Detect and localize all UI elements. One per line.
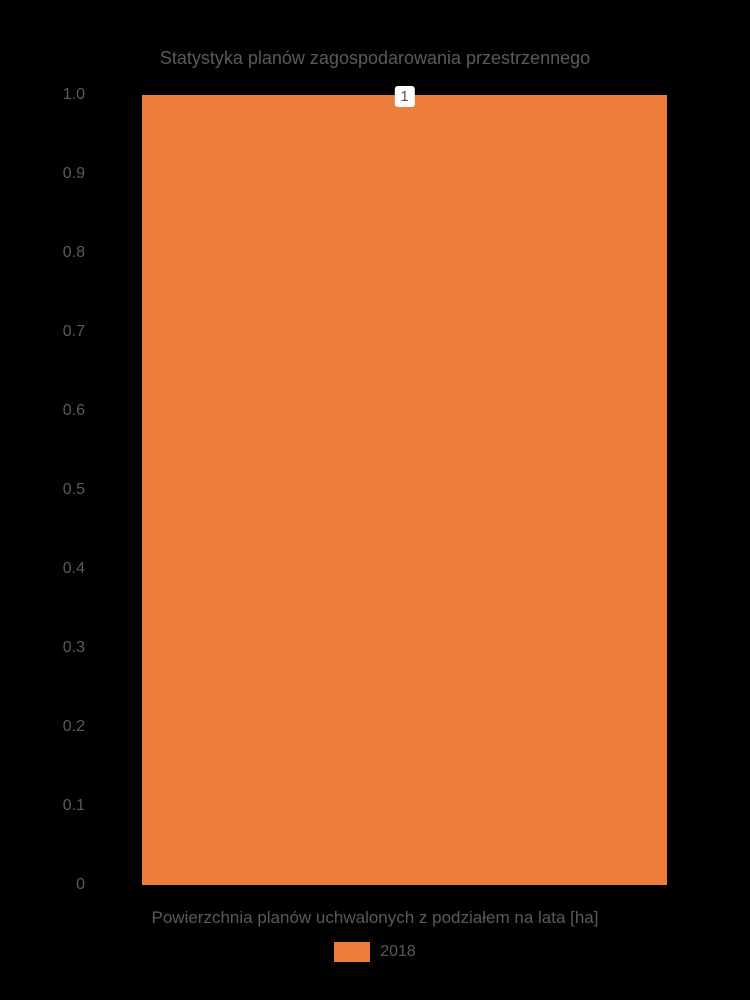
legend-label: 2018 bbox=[380, 943, 416, 961]
y-tick-label: 0.4 bbox=[63, 560, 85, 578]
y-tick-label: 0.8 bbox=[63, 244, 85, 262]
y-tick-label: 0.2 bbox=[63, 718, 85, 736]
y-tick-label: 1.0 bbox=[63, 86, 85, 104]
chart-title: Statystyka planów zagospodarowania przes… bbox=[0, 48, 750, 69]
y-tick-label: 0 bbox=[76, 876, 85, 894]
bar-data-label: 1 bbox=[394, 86, 414, 107]
plot-area: 1 bbox=[95, 95, 715, 885]
y-tick-label: 0.9 bbox=[63, 165, 85, 183]
y-tick-label: 0.7 bbox=[63, 323, 85, 341]
y-tick-label: 0.5 bbox=[63, 481, 85, 499]
x-axis-label: Powierzchnia planów uchwalonych z podzia… bbox=[0, 908, 750, 928]
chart-container: Statystyka planów zagospodarowania przes… bbox=[0, 0, 750, 1000]
legend-swatch bbox=[334, 942, 370, 962]
y-tick-label: 0.6 bbox=[63, 402, 85, 420]
y-tick-label: 0.3 bbox=[63, 639, 85, 657]
y-tick-label: 0.1 bbox=[63, 797, 85, 815]
bar-2018 bbox=[142, 95, 667, 885]
legend: 2018 bbox=[0, 942, 750, 962]
